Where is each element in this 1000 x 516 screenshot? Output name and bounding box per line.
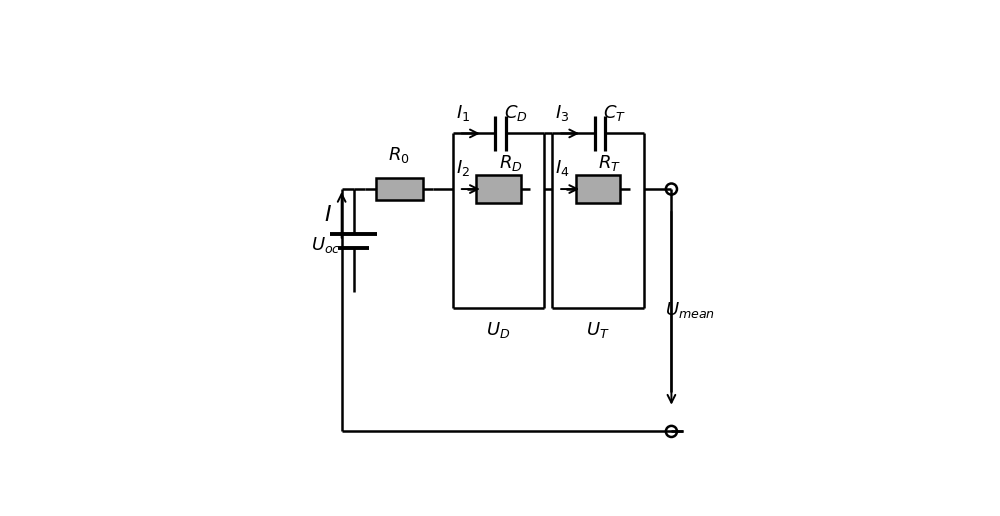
Text: $I_2$: $I_2$ — [456, 158, 470, 179]
Text: $C_T$: $C_T$ — [603, 103, 627, 123]
Text: $I$: $I$ — [324, 204, 332, 226]
Text: $R_0$: $R_0$ — [388, 146, 410, 165]
Text: $I_1$: $I_1$ — [456, 103, 470, 123]
Text: $R_D$: $R_D$ — [499, 153, 522, 173]
Text: $R_T$: $R_T$ — [598, 153, 621, 173]
Text: $U_D$: $U_D$ — [486, 320, 511, 340]
Text: $C_D$: $C_D$ — [504, 103, 528, 123]
Text: $I_4$: $I_4$ — [555, 158, 569, 179]
Text: $I_3$: $I_3$ — [555, 103, 569, 123]
Text: $U_{mean}$: $U_{mean}$ — [665, 300, 716, 320]
Text: $U_T$: $U_T$ — [586, 320, 610, 340]
Bar — [476, 175, 521, 203]
Bar — [376, 178, 423, 200]
Text: $U_{oc}$: $U_{oc}$ — [311, 235, 341, 255]
Bar — [576, 175, 620, 203]
